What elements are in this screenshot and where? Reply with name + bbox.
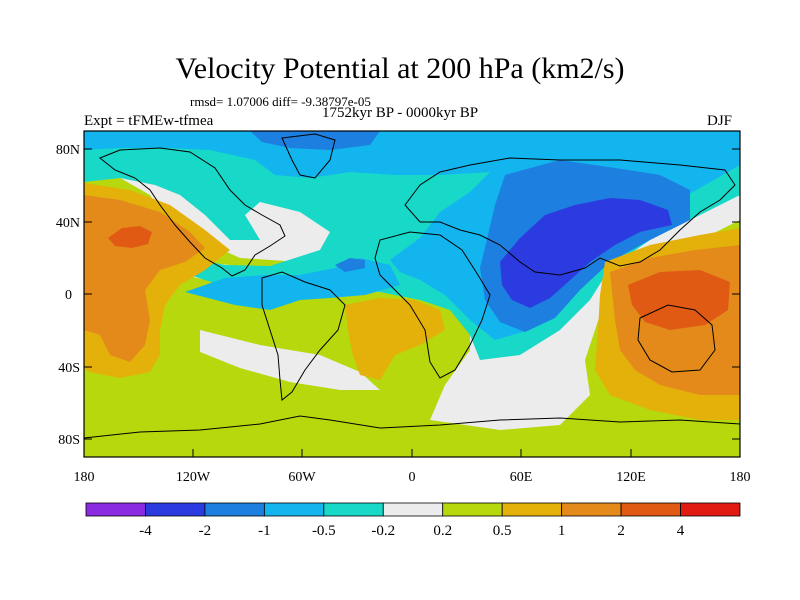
colorbar-label: 4 — [677, 523, 685, 539]
lon-label: 0 — [409, 470, 416, 485]
colorbar-swatch — [501, 502, 563, 517]
colorbar-swatch — [561, 502, 622, 517]
coast-greenland — [281, 133, 336, 179]
band-pos2-maritime — [628, 270, 730, 330]
band-pos2-pacific — [108, 226, 152, 248]
experiment-label: Expt = tFMEw-tfmea — [84, 113, 214, 129]
colorbar-swatch — [263, 502, 325, 517]
axis-ticks — [83, 148, 741, 457]
lat-label: 40S — [58, 361, 80, 376]
colorbar-swatch — [323, 502, 384, 517]
coast-antarctica — [84, 415, 740, 439]
lon-label: 180 — [730, 470, 751, 485]
colorbar-label: -2 — [199, 523, 212, 539]
colorbar-swatch — [85, 502, 146, 517]
band-neg1-atlantic — [335, 258, 365, 272]
lon-label: 60E — [510, 470, 533, 485]
period-text: 1752kyr BP - 0000kyr BP — [322, 105, 479, 121]
colorbar-swatch — [382, 502, 444, 517]
band-neg1-arctic — [250, 131, 380, 150]
lat-label: 0 — [65, 288, 72, 303]
colorbar-label: -1 — [258, 523, 271, 539]
colorbar-label: 2 — [617, 523, 625, 539]
colorbar-label: -0.2 — [371, 523, 395, 539]
band-neg2-core — [500, 198, 672, 308]
colorbar-label: -4 — [139, 523, 152, 539]
band-pos05-satlantic — [345, 298, 445, 380]
lat-label: 80N — [56, 143, 80, 158]
colorbar-swatch — [145, 502, 206, 517]
colorbar-label: 1 — [558, 523, 566, 539]
colorbar-label: 0.2 — [433, 523, 452, 539]
coast-eurasia — [404, 157, 736, 276]
colorbar-swatch — [204, 502, 265, 517]
latitude-labels: 80N 40N 0 40S 80S — [56, 143, 80, 448]
stats-text: rmsd= 1.07006 diff= -9.38797e-05 — [190, 94, 371, 109]
season-label: DJF — [707, 113, 733, 129]
lon-label: 120E — [616, 470, 646, 485]
coast-north-america — [99, 147, 286, 277]
colorbar: -4 -2 -1 -0.5 -0.2 0.2 0.5 1 2 4 — [85, 502, 741, 539]
coast-south-america — [261, 271, 346, 401]
colorbar-swatch — [442, 502, 503, 517]
colorbar-label: -0.5 — [312, 523, 336, 539]
coast-africa — [374, 231, 491, 379]
lon-label: 120W — [176, 470, 211, 485]
zero-band-south — [200, 330, 380, 390]
colorbar-swatch — [620, 502, 681, 517]
lon-label: 60W — [288, 470, 316, 485]
coast-australia — [637, 304, 716, 373]
colorbar-label: 0.5 — [493, 523, 512, 539]
lon-label: 180 — [74, 470, 95, 485]
coastlines — [84, 133, 740, 439]
longitude-labels: 180 120W 60W 0 60E 120E 180 — [74, 470, 751, 485]
lat-label: 80S — [58, 433, 80, 448]
map-title: Velocity Potential at 200 hPa (km2/s) — [175, 52, 625, 85]
colorbar-swatch — [680, 502, 741, 517]
contour-field — [84, 131, 740, 457]
lat-label: 40N — [56, 216, 80, 231]
